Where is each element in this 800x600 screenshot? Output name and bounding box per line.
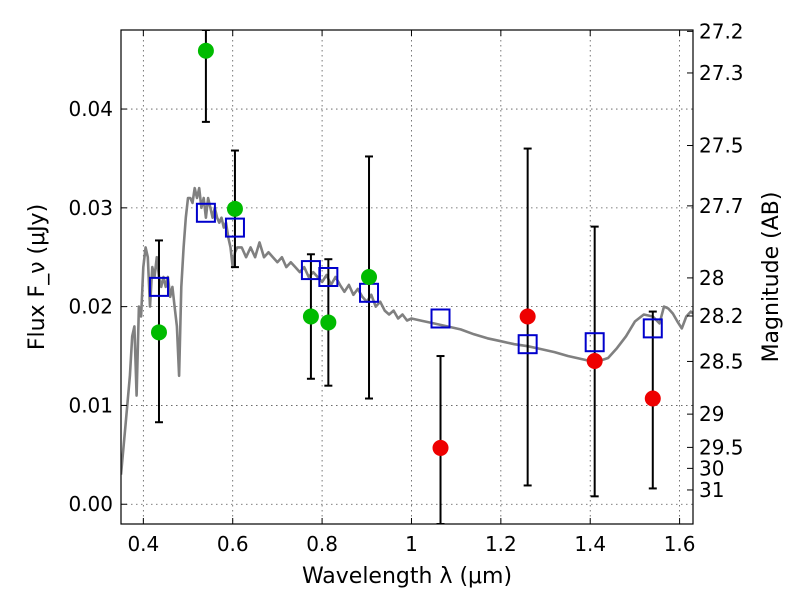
x-tick-label: 0.8 (306, 532, 338, 556)
x-tick-label: 1.4 (574, 532, 606, 556)
y2-axis-title: Magnitude (AB) (759, 192, 784, 363)
model-photometry-square (430, 308, 451, 329)
model-photometry-square (195, 202, 216, 223)
model-photometry-square (224, 217, 245, 238)
model-photometry-square (318, 267, 339, 287)
low-sn-point (519, 308, 536, 325)
y-tick-label: 0.00 (68, 492, 113, 516)
axis-ticks: 0.4 0.6 0.8 1 1.2 1.4 1.6 0.00 0.01 0.02 0.03 0.04 2… (68, 19, 743, 556)
plot-area (121, 30, 693, 524)
magnitude-tick-label: 27.5 (699, 134, 744, 158)
magnitude-tick-label: 28.2 (699, 304, 744, 328)
x-tick-label: 1 (405, 532, 418, 556)
x-tick-label: 0.6 (217, 532, 249, 556)
grid-lines (121, 30, 693, 524)
magnitude-tick-label: 31 (699, 478, 724, 502)
detection-point (226, 200, 243, 217)
detection-point (320, 314, 337, 331)
detection-point (197, 42, 214, 59)
magnitude-tick-label: 30 (699, 456, 724, 480)
magnitude-tick-label: 27.3 (699, 61, 744, 85)
x-tick-label: 1.2 (485, 532, 517, 556)
model-photometry-square (517, 334, 538, 355)
magnitude-tick-label: 28.5 (699, 349, 744, 373)
magnitude-tick-label: 29 (699, 402, 724, 426)
series-layer (121, 30, 693, 524)
model-photometry-square (148, 276, 169, 297)
model-photometry-square (642, 318, 663, 339)
low-sn-point (644, 390, 661, 407)
detection-point (302, 308, 319, 325)
x-tick-label: 0.4 (127, 532, 159, 556)
detection-point (150, 324, 167, 341)
magnitude-tick-label: 27.7 (699, 194, 744, 218)
magnitude-tick-label: 28 (699, 266, 724, 290)
magnitude-tick-label: 29.5 (699, 435, 744, 459)
y-tick-label: 0.04 (68, 97, 113, 121)
low-sn-point (586, 352, 603, 369)
sed-model-line (121, 186, 693, 475)
x-axis-title: Wavelength λ (μm) (302, 564, 512, 589)
low-sn-point (432, 439, 449, 456)
x-tick-label: 1.6 (664, 532, 696, 556)
magnitude-tick-label: 27.2 (699, 19, 744, 43)
y-axis-title: Flux F_ν (μJy) (25, 204, 50, 350)
detection-point (361, 269, 378, 285)
y-tick-label: 0.03 (68, 196, 113, 220)
y-tick-label: 0.01 (68, 393, 113, 417)
model-photometry-square (584, 332, 605, 353)
plot-frame (120, 29, 694, 525)
y-tick-label: 0.02 (68, 295, 113, 319)
